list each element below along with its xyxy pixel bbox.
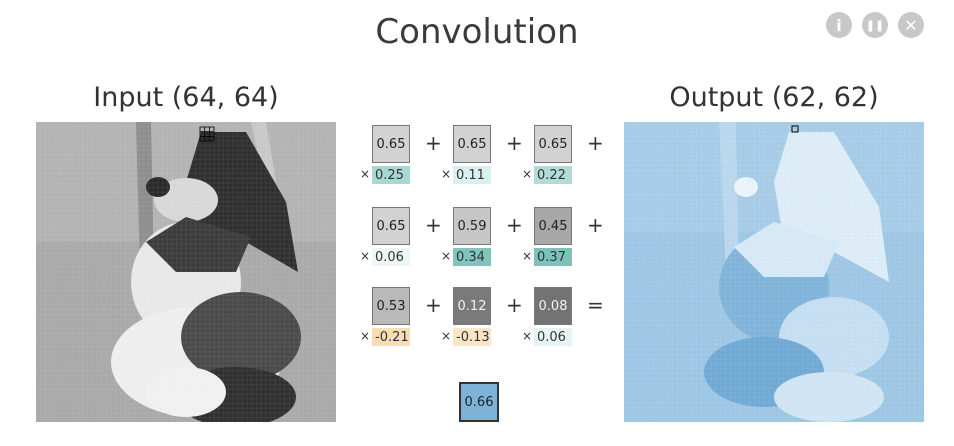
kernel-weight: 0.11 xyxy=(453,166,491,184)
kernel-input-cell: 0.12 xyxy=(453,287,491,325)
kernel-input-cell: 0.65 xyxy=(534,125,572,163)
multiply-sign: × xyxy=(441,167,452,181)
multiply-sign: × xyxy=(441,329,452,343)
kernel-input-cell: 0.45 xyxy=(534,207,572,245)
output-title: Output (62, 62) xyxy=(669,82,879,113)
kernel-input-cell: 0.59 xyxy=(453,207,491,245)
multiply-sign: × xyxy=(360,329,371,343)
plus-sign: + xyxy=(425,293,442,317)
output-pixel-highlight xyxy=(791,125,799,133)
multiply-sign: × xyxy=(360,167,371,181)
equals-sign: = xyxy=(587,293,604,317)
page-title: Convolution xyxy=(375,12,579,52)
multiply-sign: × xyxy=(522,167,533,181)
kernel-weight: 0.25 xyxy=(372,166,410,184)
plus-sign: + xyxy=(425,131,442,155)
kernel-weight: -0.21 xyxy=(372,328,410,346)
pause-icon[interactable]: ❚❚ xyxy=(862,12,888,38)
kernel-weight: 0.37 xyxy=(534,248,572,266)
multiply-sign: × xyxy=(522,329,533,343)
kernel-input-cell: 0.65 xyxy=(372,207,410,245)
kernel-input-cell: 0.65 xyxy=(453,125,491,163)
kernel-weight: 0.06 xyxy=(372,248,410,266)
input-title: Input (64, 64) xyxy=(93,82,279,113)
input-image[interactable] xyxy=(36,122,336,422)
output-image[interactable] xyxy=(624,122,924,422)
plus-sign: + xyxy=(425,213,442,237)
kernel-weight: 0.06 xyxy=(534,328,572,346)
result-cell: 0.66 xyxy=(459,382,499,422)
plus-sign: + xyxy=(506,293,523,317)
plus-sign: + xyxy=(587,131,604,155)
kernel-input-cell: 0.08 xyxy=(534,287,572,325)
close-icon[interactable]: ✕ xyxy=(898,12,924,38)
multiply-sign: × xyxy=(522,249,533,263)
kernel-weight: -0.13 xyxy=(453,328,491,346)
plus-sign: + xyxy=(506,131,523,155)
kernel-weight: 0.34 xyxy=(453,248,491,266)
plus-sign: + xyxy=(506,213,523,237)
kernel-window xyxy=(199,126,215,142)
plus-sign: + xyxy=(587,213,604,237)
kernel-input-cell: 0.53 xyxy=(372,287,410,325)
info-icon[interactable]: i xyxy=(826,12,852,38)
multiply-sign: × xyxy=(360,249,371,263)
window-controls: i ❚❚ ✕ xyxy=(826,12,924,38)
kernel-input-cell: 0.65 xyxy=(372,125,410,163)
multiply-sign: × xyxy=(441,249,452,263)
kernel-weight: 0.22 xyxy=(534,166,572,184)
